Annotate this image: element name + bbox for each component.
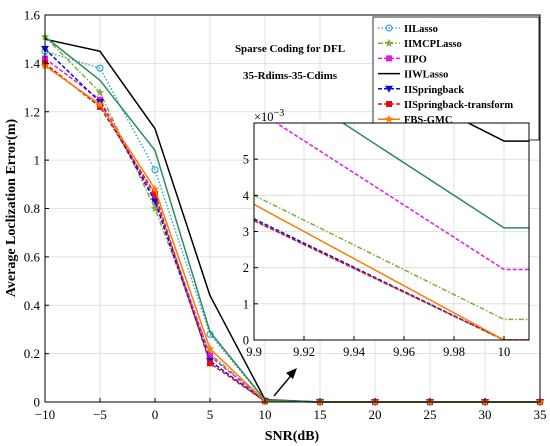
x-tick-label: −5 <box>93 407 107 422</box>
legend-box <box>372 16 540 141</box>
y-axis-label: Average Loclization Error(m) <box>4 119 19 298</box>
legend-item-iilasso: IILasso <box>378 24 438 35</box>
data-point-iilasso <box>96 64 104 72</box>
x-tick-label: −10 <box>35 407 55 422</box>
legend-item-iispringback: IISpringback <box>378 85 464 96</box>
inset-x-tick-label: 9.94 <box>343 345 366 359</box>
y-tick-label: 0.2 <box>24 346 40 361</box>
inset-y-tick-label: 3 <box>243 225 249 239</box>
y-tick-label: 0.4 <box>24 298 41 313</box>
inset-y-tick-label: 0 <box>243 334 249 348</box>
legend-marker <box>384 38 394 47</box>
inset-y-ticks: 0 1 2 3 4 5 <box>243 153 258 348</box>
legend-item-iimcplasso: IIMCPLasso <box>378 38 462 50</box>
y-tick-label: 1.4 <box>24 56 41 71</box>
data-point-iipo <box>207 353 213 360</box>
inset-chart: 9.9 9.92 9.94 9.96 9.98 10 0 1 2 3 4 5 ×10−3 <box>243 108 530 359</box>
legend-label: IILasso <box>404 24 438 35</box>
inset-x-ticks: 9.9 9.92 9.94 9.96 9.98 10 <box>246 336 510 359</box>
zoom-arrow <box>273 368 297 397</box>
data-point-fbs-gmc <box>150 184 160 193</box>
legend-label: IISpringback-transform <box>404 100 513 111</box>
inset-scale-label: ×10−3 <box>254 108 284 124</box>
x-tick-label: 25 <box>424 407 437 422</box>
inset-series <box>254 123 529 340</box>
inset-series-line-sc-ista <box>341 123 529 229</box>
inset-series-line-iispringback-transform <box>254 219 529 340</box>
data-point-iilasso <box>151 166 159 174</box>
legend-marker <box>385 24 393 32</box>
x-axis-label: SNR(dB) <box>265 429 320 444</box>
y-tick-label: 1.6 <box>24 8 41 23</box>
inset-series-line-iimcplasso <box>254 194 529 321</box>
inset-x-tick-label: 9.9 <box>246 345 262 359</box>
inset-series-line-fbs-gmc <box>254 203 529 340</box>
legend: IILasso IIMCPLasso IIPO IIWLasso IISpringbac… <box>372 16 540 141</box>
x-tick-label: 35 <box>534 407 547 422</box>
legend-item-iiwlasso: IIWLasso <box>378 70 448 81</box>
inset-x-tick-label: 9.96 <box>393 345 415 359</box>
legend-marker <box>386 101 392 107</box>
y-tick-label: 0 <box>34 395 41 410</box>
data-point-iispringback-transform <box>97 103 103 110</box>
legend-label: IIPO <box>404 54 427 65</box>
annotation-dims: 35-Rdims-35-Cdims <box>243 70 338 82</box>
y-tick-label: 1.2 <box>24 104 40 119</box>
inset-y-tick-label: 5 <box>243 153 249 167</box>
data-point-fbs-gmc <box>205 344 215 353</box>
legend-label: FBS-GMC <box>404 115 452 126</box>
y-tick-label: 1 <box>34 153 41 168</box>
data-point-iispringback-transform <box>152 190 158 197</box>
y-tick-label: 0.8 <box>24 201 40 216</box>
inset-y-tick-label: 1 <box>243 297 249 311</box>
inset-y-tick-label: 2 <box>243 261 249 275</box>
inset-scale-base: ×10 <box>254 110 274 124</box>
data-point-fbs-gmc <box>95 99 105 109</box>
annotation-title: Sparse Coding for DFL <box>235 43 345 55</box>
x-tick-label: 30 <box>479 407 492 422</box>
inset-x-tick-label: 9.92 <box>293 345 315 359</box>
inset-scale-exponent: −3 <box>274 108 285 119</box>
x-axis-ticks: −10 −5 0 5 10 15 20 25 30 35 <box>35 398 547 422</box>
x-tick-label: 10 <box>259 407 272 422</box>
x-tick-label: 15 <box>314 407 327 422</box>
legend-label: IISpringback <box>404 85 464 96</box>
inset-series-line-iispringback <box>254 218 529 340</box>
x-tick-label: 0 <box>152 407 159 422</box>
y-axis-ticks: 0 0.2 0.4 0.6 0.8 1 1.2 1.4 1.6 <box>24 8 49 410</box>
inset-series-line-iipo <box>275 123 529 271</box>
inset-y-tick-label: 4 <box>243 189 250 203</box>
data-point-iispringback-transform <box>207 360 213 367</box>
legend-item-iipo: IIPO <box>378 54 427 65</box>
inset-x-tick-label: 10 <box>498 345 511 359</box>
legend-item-fbs-gmc: FBS-GMC <box>378 114 452 126</box>
legend-item-iispringback-transform: IISpringback-transform <box>378 100 513 111</box>
inset-x-tick-label: 9.98 <box>443 345 465 359</box>
data-point-iispringback <box>151 198 159 206</box>
legend-marker <box>384 114 394 123</box>
legend-label: IIMCPLasso <box>404 39 462 50</box>
data-point-iimcplasso <box>150 204 160 213</box>
x-tick-label: 5 <box>207 407 214 422</box>
legend-marker <box>385 85 393 93</box>
data-point-iimcplasso <box>95 87 105 97</box>
x-tick-label: 20 <box>369 407 382 422</box>
inset-series-line-iiwlasso <box>466 123 529 142</box>
legend-label: IIWLasso <box>404 70 448 81</box>
y-tick-label: 0.6 <box>24 249 41 264</box>
legend-marker <box>386 55 392 62</box>
